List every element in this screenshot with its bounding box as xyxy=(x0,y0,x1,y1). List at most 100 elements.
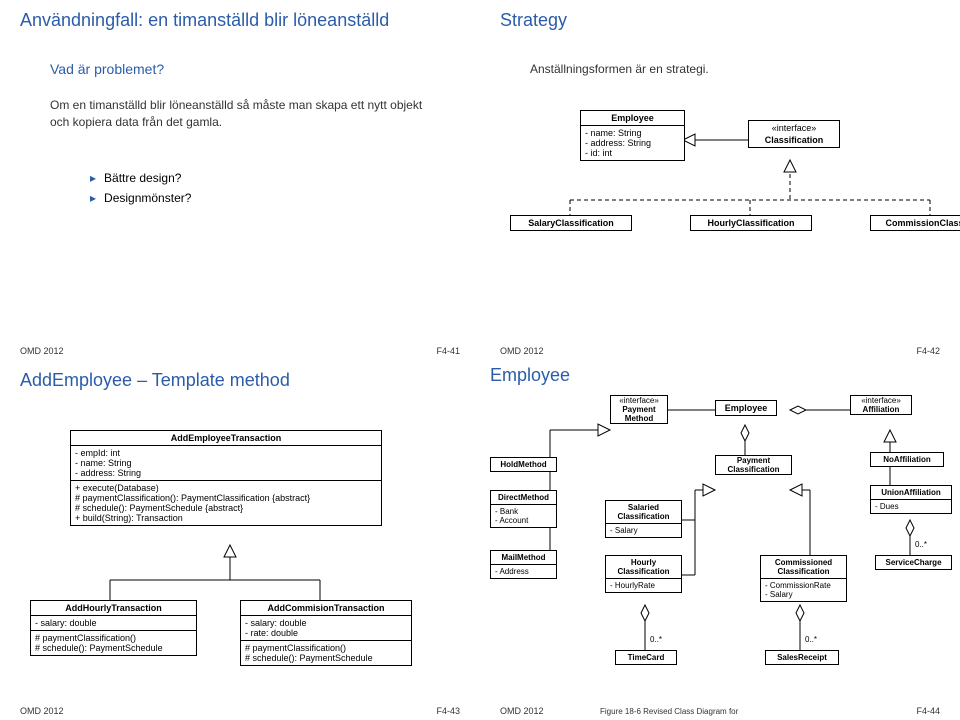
q4-title: Employee xyxy=(490,365,950,386)
class-name: Commissioned Classification xyxy=(761,556,846,579)
class-name: AddHourlyTransaction xyxy=(31,601,196,616)
commission-classification: CommissionClassific xyxy=(870,215,960,231)
timecard: TimeCard xyxy=(615,650,677,665)
figure-caption: Figure 18-6 Revised Class Diagram for xyxy=(600,707,738,716)
service-charge: ServiceCharge xyxy=(875,555,952,570)
class-name: Classification xyxy=(716,465,791,474)
class-name: UnionAffiliation xyxy=(871,486,951,500)
add-employee-transaction: AddEmployeeTransaction - empId: int - na… xyxy=(70,430,382,526)
slide-q2: Strategy Anställningsformen är en strate… xyxy=(480,0,960,360)
sales-receipt: SalesReceipt xyxy=(765,650,839,665)
op: + execute(Database) xyxy=(75,483,377,493)
class-name: TimeCard xyxy=(616,651,676,664)
class-name: Classification xyxy=(749,135,839,147)
employee-class: Employee - name: String - address: Strin… xyxy=(580,110,685,161)
bullet-item: Bättre design? xyxy=(90,171,430,185)
footer-right: F4-41 xyxy=(436,346,460,356)
class-name-line: Classification xyxy=(610,512,677,521)
attr: - address: String xyxy=(75,468,377,478)
multiplicity: 0..* xyxy=(805,635,817,644)
op: # schedule(): PaymentSchedule xyxy=(245,653,407,663)
class-attrs: - empId: int - name: String - address: S… xyxy=(71,446,381,481)
class-name: SalaryClassification xyxy=(511,216,631,230)
class-name: SalesReceipt xyxy=(766,651,838,664)
hourly-classification: Hourly Classification - HourlyRate xyxy=(605,555,682,593)
class-name: Method xyxy=(611,414,667,423)
class-attrs: - CommissionRate - Salary xyxy=(761,579,846,601)
class-name: Payment xyxy=(716,456,791,465)
payment-classification: Payment Classification xyxy=(715,455,792,475)
class-name-line: Hourly xyxy=(610,558,677,567)
employee-class: Employee xyxy=(715,400,777,416)
attr: - id: int xyxy=(585,148,680,158)
stereotype: «interface» xyxy=(749,121,839,135)
attr: - CommissionRate xyxy=(765,581,842,590)
attr: - Address xyxy=(495,567,552,576)
attr: - empId: int xyxy=(75,448,377,458)
class-name: CommissionClassific xyxy=(871,216,960,230)
attr: - rate: double xyxy=(245,628,407,638)
q1-subtitle: Vad är problemet? xyxy=(50,61,460,77)
slide-q4: Employee xyxy=(480,360,960,720)
direct-method: DirectMethod - Bank - Account xyxy=(490,490,557,528)
class-attrs: - salary: double xyxy=(31,616,196,631)
attr: - Salary xyxy=(606,524,681,537)
classification-interface: «interface» Classification xyxy=(748,120,840,148)
class-name: Salaried Classification xyxy=(606,501,681,524)
multiplicity: 0..* xyxy=(650,635,662,644)
class-attrs: - Address xyxy=(491,565,556,578)
class-ops: # paymentClassification() # schedule(): … xyxy=(31,631,196,655)
multiplicity: 0..* xyxy=(915,540,927,549)
mail-method: MailMethod - Address xyxy=(490,550,557,579)
class-name-line: Classification xyxy=(765,567,842,576)
q2-body: Anställningsformen är en strategi. xyxy=(530,61,910,78)
attr: - name: String xyxy=(585,128,680,138)
op: + build(String): Transaction xyxy=(75,513,377,523)
class-name: ServiceCharge xyxy=(876,556,951,569)
class-ops: # paymentClassification() # schedule(): … xyxy=(241,641,411,665)
payment-method-interface: «interface» Payment Method xyxy=(610,395,668,424)
footer-left: OMD 2012 xyxy=(20,706,64,716)
op: # paymentClassification() xyxy=(245,643,407,653)
class-name: Payment xyxy=(611,405,667,414)
footer-left: OMD 2012 xyxy=(500,706,544,716)
op: # schedule(): PaymentSchedule xyxy=(35,643,192,653)
op: # schedule(): PaymentSchedule {abstract} xyxy=(75,503,377,513)
attr: - name: String xyxy=(75,458,377,468)
no-affiliation: NoAffiliation xyxy=(870,452,944,467)
footer-right: F4-43 xyxy=(436,706,460,716)
class-name-line: Salaried xyxy=(610,503,677,512)
class-name: HourlyClassification xyxy=(691,216,811,230)
footer-right: F4-42 xyxy=(916,346,940,356)
q1-title: Användningfall: en timanställd blir löne… xyxy=(20,10,460,31)
class-attrs: - name: String - address: String - id: i… xyxy=(581,126,684,160)
hold-method: HoldMethod xyxy=(490,457,557,472)
slide-q1: Användningfall: en timanställd blir löne… xyxy=(0,0,480,360)
q1-bullets: Bättre design? Designmönster? xyxy=(50,171,430,205)
stereotype: «interface» xyxy=(851,396,911,405)
attr: - Dues xyxy=(871,500,951,513)
class-attrs: - salary: double - rate: double xyxy=(241,616,411,641)
add-commission-transaction: AddCommisionTransaction - salary: double… xyxy=(240,600,412,666)
class-name: Employee xyxy=(716,401,776,415)
add-hourly-transaction: AddHourlyTransaction - salary: double # … xyxy=(30,600,197,656)
slide-q3: AddEmployee – Template method AddEmploye… xyxy=(0,360,480,720)
class-name: AddEmployeeTransaction xyxy=(71,431,381,446)
op: # paymentClassification(): PaymentClassi… xyxy=(75,493,377,503)
class-ops: + execute(Database) # paymentClassificat… xyxy=(71,481,381,525)
class-name-line: Classification xyxy=(610,567,677,576)
salaried-classification: Salaried Classification - Salary xyxy=(605,500,682,538)
hourly-classification: HourlyClassification xyxy=(690,215,812,231)
class-name: HoldMethod xyxy=(491,458,556,471)
class-name: NoAffiliation xyxy=(871,453,943,466)
union-affiliation: UnionAffiliation - Dues xyxy=(870,485,952,514)
footer-right: F4-44 xyxy=(916,706,940,716)
footer-left: OMD 2012 xyxy=(500,346,544,356)
attr: - HourlyRate xyxy=(606,579,681,592)
commissioned-classification: Commissioned Classification - Commission… xyxy=(760,555,847,602)
q3-title: AddEmployee – Template method xyxy=(20,370,460,391)
attr: - salary: double xyxy=(245,618,407,628)
class-name-line: Commissioned xyxy=(765,558,842,567)
class-name: DirectMethod xyxy=(491,491,556,505)
attr: - Account xyxy=(495,516,552,525)
